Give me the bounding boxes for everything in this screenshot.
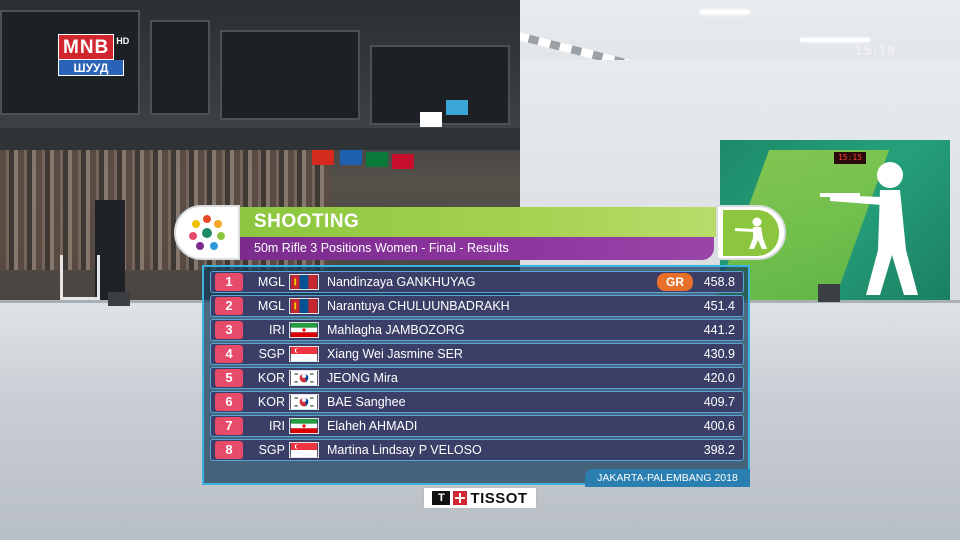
athlete-name: Xiang Wei Jasmine SER <box>327 347 463 361</box>
stands-window <box>370 45 510 125</box>
equipment-case <box>818 284 840 302</box>
noc-code: KOR <box>257 371 285 385</box>
rank-badge: 8 <box>215 441 243 459</box>
camera-operator <box>95 200 125 300</box>
athlete-score: 409.7 <box>703 395 735 409</box>
rank-badge: 3 <box>215 321 243 339</box>
iran-flag-icon <box>289 418 319 434</box>
swiss-cross-icon <box>453 491 468 505</box>
hd-label: HD <box>116 36 130 46</box>
noc-code: KOR <box>257 395 285 409</box>
games-logo <box>174 205 240 260</box>
athlete-score: 430.9 <box>703 347 735 361</box>
sponsor-logo: T TISSOT <box>423 487 537 509</box>
live-label: ШУУД <box>58 60 124 76</box>
stands-window <box>150 20 210 115</box>
athlete-name: Narantuya CHULUUNBADRAKH <box>327 299 510 313</box>
sponsor-name: TISSOT <box>470 489 528 507</box>
result-row: 2 MGL Narantuya CHULUUNBADRAKH 451.4 <box>210 295 744 317</box>
sponsor-mark: T <box>432 491 451 505</box>
shooting-pictogram-icon <box>735 217 767 249</box>
results-table: 1 MGL Nandinzaya GANKHUYAG GR 458.8 2 MG… <box>202 265 750 485</box>
athlete-name: Nandinzaya GANKHUYAG <box>327 275 476 289</box>
ceiling-light <box>700 10 750 14</box>
sport-title: SHOOTING <box>254 211 360 232</box>
balcony-rail <box>0 128 520 150</box>
result-row: 5 KOR JEONG Mira 420.0 <box>210 367 744 389</box>
noc-code: SGP <box>258 347 285 361</box>
athlete-score: 458.8 <box>703 275 735 289</box>
hanging-flag <box>392 154 414 169</box>
games-venue-label: JAKARTA-PALEMBANG 2018 <box>585 469 750 487</box>
athlete-score: 398.2 <box>703 443 735 457</box>
event-title: 50m Rifle 3 Positions Women - Final - Re… <box>254 241 509 255</box>
korea-flag-icon <box>289 394 319 410</box>
rank-badge: 1 <box>215 273 243 291</box>
rank-badge: 7 <box>215 417 243 435</box>
athlete-name: Martina Lindsay P VELOSO <box>327 443 482 457</box>
ceiling-light <box>800 38 870 42</box>
korea-flag-icon <box>289 370 319 386</box>
noc-code: IRI <box>269 419 285 433</box>
broadcaster-name: MNB <box>58 34 115 60</box>
result-row: 7 IRI Elaheh AHMADI 400.6 <box>210 415 744 437</box>
event-subtitle-bar: 50m Rifle 3 Positions Women - Final - Re… <box>240 237 714 260</box>
rank-badge: 5 <box>215 369 243 387</box>
athlete-score: 441.2 <box>703 323 735 337</box>
result-row: 3 IRI Mahlagha JAMBOZORG 441.2 <box>210 319 744 341</box>
hanging-flag <box>446 100 468 115</box>
asian-games-emblem-icon <box>189 214 225 250</box>
rank-badge: 6 <box>215 393 243 411</box>
athlete-name: JEONG Mira <box>327 371 398 385</box>
rank-badge: 2 <box>215 297 243 315</box>
athlete-name: Mahlagha JAMBOZORG <box>327 323 465 337</box>
sport-badge <box>723 209 779 256</box>
noc-code: MGL <box>257 275 285 289</box>
iran-flag-icon <box>289 322 319 338</box>
result-row: 6 KOR BAE Sanghee 409.7 <box>210 391 744 413</box>
broadcast-clock: 15:18 <box>855 42 896 58</box>
led-scoreboard: 15:15 <box>834 152 866 164</box>
record-badge: GR <box>657 273 693 291</box>
hanging-flag <box>340 150 362 165</box>
noc-code: SGP <box>258 443 285 457</box>
sport-title-bar: SHOOTING <box>240 207 716 237</box>
mongolia-flag-icon <box>289 298 319 314</box>
result-row: 8 SGP Martina Lindsay P VELOSO 398.2 <box>210 439 744 461</box>
noc-code: MGL <box>257 299 285 313</box>
shooter-pictogram-icon <box>820 162 918 295</box>
mongolia-flag-icon <box>289 274 319 290</box>
noc-code: IRI <box>269 323 285 337</box>
athlete-name: Elaheh AHMADI <box>327 419 418 433</box>
athlete-name: BAE Sanghee <box>327 395 406 409</box>
equipment-case <box>108 292 130 306</box>
singapore-flag-icon <box>289 346 319 362</box>
chair <box>60 255 100 300</box>
hanging-flag <box>420 112 442 127</box>
stands-window <box>220 30 360 120</box>
rank-badge: 4 <box>215 345 243 363</box>
athlete-score: 400.6 <box>703 419 735 433</box>
sport-icon-badge <box>716 205 786 260</box>
hanging-flag <box>312 150 334 165</box>
result-row: 1 MGL Nandinzaya GANKHUYAG GR 458.8 <box>210 271 744 293</box>
singapore-flag-icon <box>289 442 319 458</box>
results-header: SHOOTING 50m Rifle 3 Positions Women - F… <box>174 205 786 260</box>
hanging-flag <box>366 152 388 167</box>
result-row: 4 SGP Xiang Wei Jasmine SER 430.9 <box>210 343 744 365</box>
athlete-score: 420.0 <box>703 371 735 385</box>
athlete-score: 451.4 <box>703 299 735 313</box>
broadcaster-logo: MNB HD ШУУД <box>58 34 148 78</box>
